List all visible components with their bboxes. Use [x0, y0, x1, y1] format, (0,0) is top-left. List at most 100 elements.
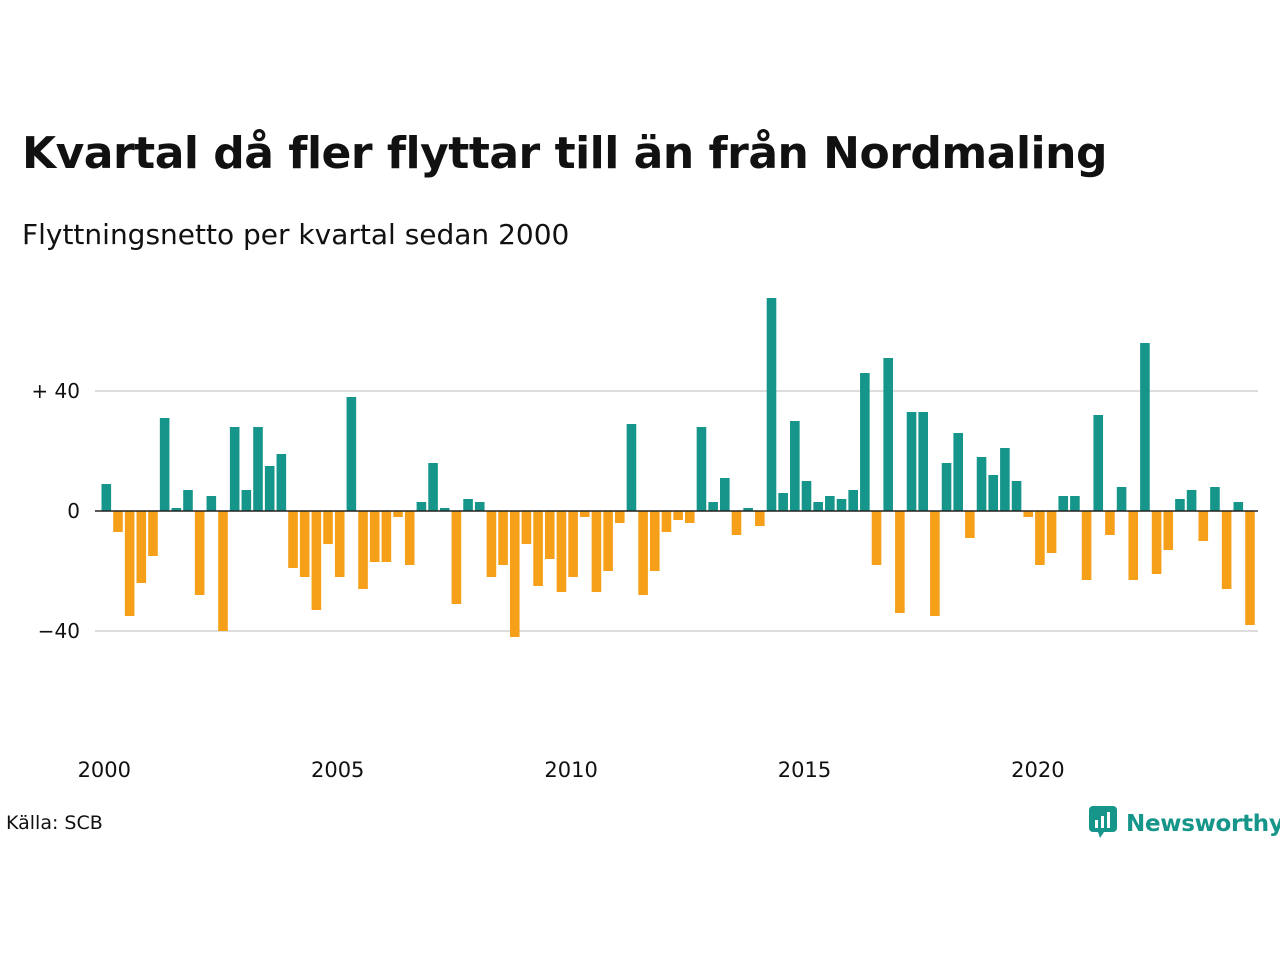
bar [568, 511, 578, 577]
bar [148, 511, 158, 556]
bar [673, 511, 683, 520]
bar [1175, 499, 1185, 511]
bar [428, 463, 438, 511]
bar [1151, 511, 1162, 574]
bar [1221, 511, 1232, 589]
bar [486, 511, 497, 577]
bar [626, 424, 637, 511]
bar [860, 373, 870, 511]
bar [463, 499, 473, 511]
y-tick-label: 0 [67, 499, 80, 523]
x-tick-label: 2005 [311, 758, 364, 782]
chart-subtitle: Flyttningsnetto per kvartal sedan 2000 [22, 218, 570, 251]
bar [1198, 511, 1209, 541]
axis-labels: + 40 0 −40 2000 2005 2010 2015 2020 [31, 379, 1258, 782]
bar [883, 358, 893, 511]
bar [474, 502, 485, 511]
bar [334, 511, 345, 577]
bar [113, 511, 123, 532]
bar [801, 481, 812, 511]
bar [743, 508, 753, 511]
bar [393, 511, 403, 517]
bar [1105, 511, 1115, 535]
x-tick-label: 2015 [778, 758, 831, 782]
bar [1081, 511, 1092, 580]
bar [136, 511, 147, 583]
newsworthy-logo-icon [1088, 805, 1118, 843]
bar [1245, 511, 1255, 625]
bar [976, 457, 987, 511]
bar [1070, 496, 1080, 511]
x-tick-label: 2000 [78, 758, 131, 782]
bar [988, 475, 999, 511]
bar [323, 511, 333, 544]
bar [1128, 511, 1139, 580]
bar [311, 511, 322, 610]
bar [1186, 490, 1197, 511]
bar [124, 511, 135, 616]
bar [790, 421, 800, 511]
bar [965, 511, 975, 538]
bar [381, 511, 392, 562]
bar [953, 433, 964, 511]
bar [638, 511, 648, 595]
bar [708, 502, 718, 511]
bar [591, 511, 602, 592]
bar [1011, 481, 1022, 511]
bar [183, 490, 193, 511]
bar [579, 511, 590, 517]
bar [696, 427, 707, 511]
bar [918, 412, 928, 511]
bar [544, 511, 555, 559]
bars [101, 298, 1255, 637]
bar [264, 466, 275, 511]
bar [766, 298, 777, 511]
bar [1163, 511, 1174, 550]
bar [253, 427, 263, 511]
bar [895, 511, 905, 613]
bar [825, 496, 835, 511]
bar [930, 511, 940, 616]
bar [509, 511, 520, 637]
brand-logo[interactable]: Newsworthy [1088, 805, 1280, 843]
bar [1046, 511, 1057, 553]
bar [1058, 496, 1069, 511]
bar [206, 496, 217, 511]
bar [299, 511, 310, 577]
bar [1093, 415, 1104, 511]
bar [404, 511, 415, 565]
bar [1116, 487, 1127, 511]
bar [416, 502, 427, 511]
bar [229, 427, 240, 511]
bar [1000, 448, 1010, 511]
bar [813, 502, 823, 511]
bar [603, 511, 613, 571]
bar [556, 511, 567, 592]
bar [661, 511, 672, 532]
x-tick-label: 2010 [544, 758, 597, 782]
bar [346, 397, 357, 511]
bar [369, 511, 380, 562]
bar [1023, 511, 1034, 517]
grid-lines [95, 390, 1258, 632]
bar [1210, 487, 1220, 511]
bar [720, 478, 730, 511]
bar [755, 511, 765, 526]
bar [778, 493, 788, 511]
bar [871, 511, 882, 565]
source-note: Källa: SCB [6, 812, 103, 834]
bar [848, 490, 858, 511]
bar [241, 490, 252, 511]
bar [276, 454, 287, 511]
bar [451, 511, 462, 604]
bar [533, 511, 543, 586]
brand-name: Newsworthy [1126, 811, 1280, 837]
bar [685, 511, 695, 523]
bar [836, 499, 847, 511]
bar [521, 511, 532, 544]
bar [731, 511, 742, 535]
y-tick-label: −40 [38, 619, 80, 643]
bar [358, 511, 368, 589]
bar [1233, 502, 1244, 511]
